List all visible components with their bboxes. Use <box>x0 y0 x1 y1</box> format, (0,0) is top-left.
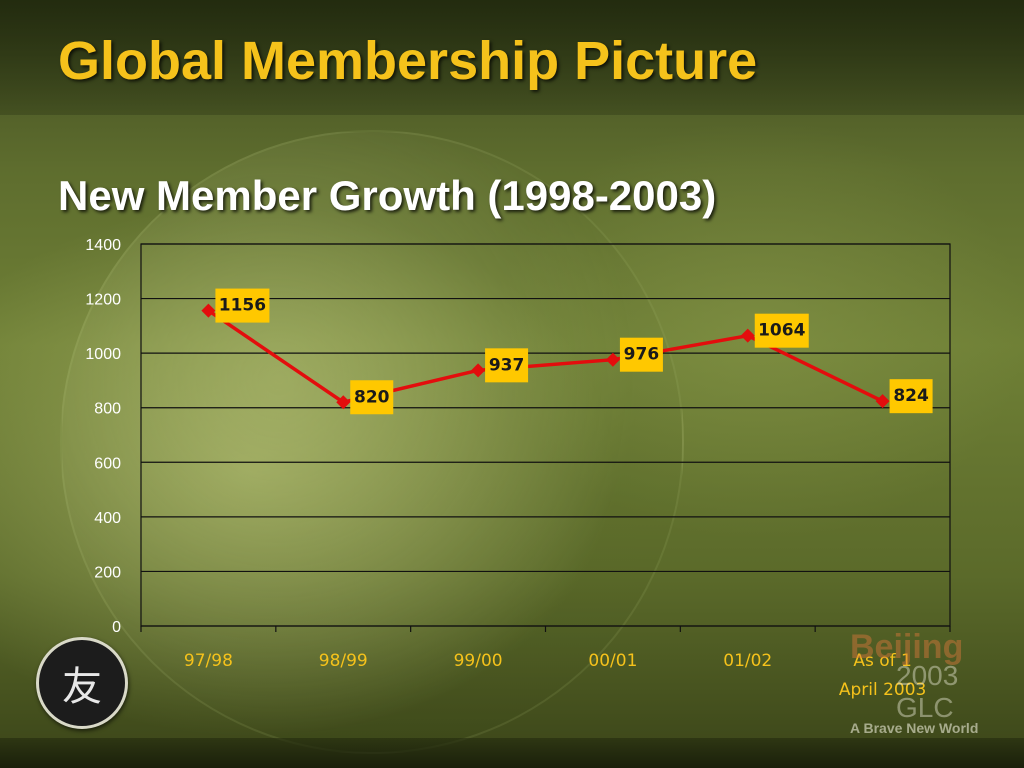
data-label-box <box>889 379 933 414</box>
watermark-beijing: Beijing <box>850 628 964 666</box>
data-label-box <box>215 288 270 323</box>
y-tick-label: 600 <box>94 455 121 472</box>
x-tick-label: 98/99 <box>319 651 368 671</box>
watermark-tagline: A Brave New World <box>850 720 979 736</box>
y-tick-label: 800 <box>94 401 121 418</box>
data-label-box <box>350 380 394 415</box>
data-point <box>336 395 351 410</box>
y-tick-label: 1400 <box>85 237 121 254</box>
data-point <box>740 328 755 343</box>
y-tick-label: 400 <box>94 510 121 527</box>
data-label: 820 <box>354 387 390 407</box>
y-tick-label: 1000 <box>85 346 121 363</box>
data-label: 1156 <box>219 296 266 316</box>
data-point <box>875 394 890 409</box>
y-tick-label: 0 <box>112 619 121 636</box>
data-label-box <box>485 348 529 383</box>
data-point <box>201 303 216 318</box>
title-band <box>0 0 1024 115</box>
data-label-box <box>619 337 663 372</box>
friendship-glyph: 友 <box>62 664 102 710</box>
data-label: 937 <box>489 355 525 375</box>
friendship-logo: 友 <box>36 637 128 729</box>
data-label-box <box>754 313 809 348</box>
glc-watermark: Beijing 2003 GLC A Brave New World <box>846 628 1016 738</box>
data-label: 824 <box>893 386 929 406</box>
slide-title: Global Membership Picture <box>58 31 758 91</box>
y-tick-label: 200 <box>94 564 121 581</box>
globe-graphic <box>60 130 684 754</box>
data-label: 976 <box>624 345 660 365</box>
x-tick-label: 99/00 <box>454 651 503 671</box>
x-tick-label: 97/98 <box>184 651 233 671</box>
data-label: 1064 <box>758 321 805 341</box>
x-tick-label: 01/02 <box>723 651 772 671</box>
data-point <box>605 352 620 367</box>
chart-subtitle: New Member Growth (1998-2003) <box>58 172 717 219</box>
x-tick-label: 00/01 <box>588 651 637 671</box>
x-tick-label: As of 1 April 2003 <box>839 651 927 700</box>
data-point <box>471 363 486 378</box>
footer-band <box>0 738 1024 768</box>
watermark-glc: 2003 GLC <box>896 660 959 723</box>
y-tick-label: 1200 <box>85 292 121 309</box>
